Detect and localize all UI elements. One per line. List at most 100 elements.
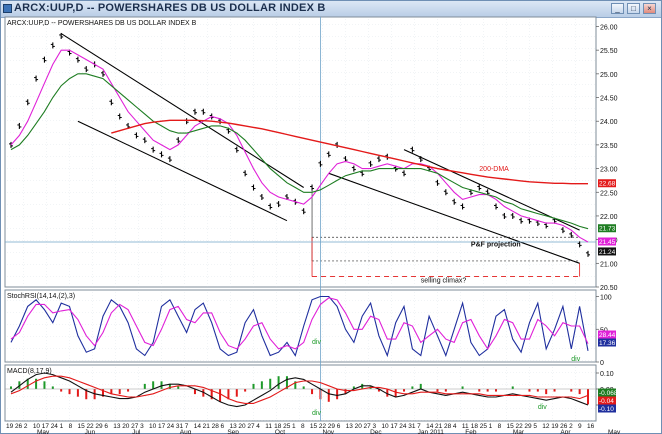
- macd-histogram-bar: [85, 389, 88, 400]
- x-tick-label-month: Jul: [132, 429, 141, 434]
- macd-histogram-bar: [578, 389, 581, 395]
- y-tick-label: 23.00: [600, 167, 618, 174]
- annotation-selling-climax: selling climax?: [421, 277, 467, 284]
- macd-histogram-bar: [411, 386, 414, 389]
- macd-histogram-bar: [403, 389, 406, 392]
- macd-histogram-bar: [495, 389, 498, 392]
- x-tick-label-day: 2: [24, 423, 28, 430]
- panel-title-macd: MACD(8,17,9): [7, 368, 52, 375]
- series-line-macd-line: [10, 372, 589, 408]
- macd-histogram-bar: [76, 389, 79, 397]
- x-tick-label-day: 9: [578, 423, 582, 430]
- macd-histogram-bar: [60, 389, 63, 392]
- minimize-button[interactable]: _: [611, 3, 624, 14]
- x-tick-label-day: 1: [60, 423, 64, 430]
- macd-histogram-bar: [394, 389, 397, 397]
- y-tick-label: 22.50: [600, 190, 618, 197]
- series-line-ma-green: [10, 73, 589, 230]
- macd-histogram-bar: [327, 389, 330, 402]
- x-tick-label-day: 29: [95, 423, 103, 430]
- last-value-badge: [598, 396, 616, 405]
- last-value-label: 28.44: [599, 332, 616, 339]
- macd-histogram-bar: [68, 389, 71, 395]
- x-tick-label-day: 13: [346, 423, 354, 430]
- x-tick-label-day: 25: [283, 423, 291, 430]
- x-tick-label-day: 22: [515, 423, 523, 430]
- x-tick-label-day: 29: [328, 423, 336, 430]
- last-value-label: -0.10: [599, 406, 614, 413]
- macd-histogram-bar: [419, 383, 422, 389]
- last-value-badge: [598, 247, 616, 256]
- last-value-label: -0.04: [599, 398, 614, 405]
- x-tick-label-day: 10: [33, 423, 41, 430]
- x-tick-label-day: 8: [498, 423, 502, 430]
- trendline-lower-1: [77, 120, 288, 222]
- y-tick-label: 0.10: [600, 371, 614, 378]
- last-value-badge: [598, 338, 616, 347]
- macd-histogram-bar: [545, 389, 548, 395]
- x-tick-label-day: 13: [229, 423, 237, 430]
- x-tick-label-day: 26: [15, 423, 23, 430]
- macd-histogram-bar: [152, 381, 155, 389]
- annotation-pf-projection: P&F projection: [471, 242, 521, 249]
- x-tick-label-day: 14: [194, 423, 202, 430]
- x-tick-label-day: 24: [167, 423, 175, 430]
- macd-histogram-bar: [436, 389, 439, 392]
- x-tick-label-day: 6: [221, 423, 225, 430]
- x-tick-label-day: 27: [131, 423, 139, 430]
- x-tick-label-day: 31: [408, 423, 416, 430]
- macd-histogram-bar: [260, 381, 263, 389]
- close-button[interactable]: ×: [643, 3, 656, 14]
- x-tick-label-day: 19: [551, 423, 559, 430]
- macd-histogram-bar: [127, 389, 130, 392]
- last-value-badge: [598, 224, 616, 233]
- x-tick-label-month: May: [37, 429, 50, 434]
- annotation-div-macd-1: div: [312, 410, 321, 417]
- maximize-button[interactable]: □: [627, 3, 640, 14]
- x-tick-label-day: 20: [355, 423, 363, 430]
- x-tick-label-day: 24: [51, 423, 59, 430]
- x-tick-label-day: 15: [78, 423, 86, 430]
- x-tick-label-month: Sep: [227, 429, 239, 434]
- x-tick-label-day: 21: [203, 423, 211, 430]
- x-tick-label-month: Jun: [85, 429, 96, 434]
- x-tick-label-month: Apr: [560, 429, 571, 434]
- macd-histogram-bar: [570, 389, 573, 392]
- macd-histogram-bar: [193, 389, 196, 395]
- x-tick-label-day: 12: [542, 423, 550, 430]
- x-tick-label-day: 22: [319, 423, 327, 430]
- macd-histogram-bar: [43, 381, 46, 389]
- macd-histogram-bar: [26, 378, 29, 389]
- x-tick-label-day: 20: [122, 423, 130, 430]
- x-tick-label-day: 3: [372, 423, 376, 430]
- window-title: ARCX:UUP,D -- POWERSHARES DB US DOLLAR I…: [14, 2, 326, 14]
- annotation-div-stoch-1: div: [312, 339, 321, 346]
- trendline-lower-2: [328, 172, 580, 264]
- x-tick-label-day: 11: [462, 423, 469, 430]
- y-tick-label: 20.50: [600, 285, 618, 292]
- y-tick-label: 22.00: [600, 214, 618, 221]
- x-tick-label-day: 15: [507, 423, 515, 430]
- macd-histogram-bar: [227, 389, 230, 400]
- x-tick-label-day: 22: [86, 423, 94, 430]
- x-tick-label-day: 1: [489, 423, 493, 430]
- macd-histogram-bar: [210, 389, 213, 400]
- macd-histogram-bar: [10, 386, 12, 389]
- y-tick-label: 21.00: [600, 261, 618, 268]
- panel-grid-stochrsi: [5, 290, 596, 362]
- x-tick-label-day: 2: [569, 423, 573, 430]
- macd-histogram-bar: [587, 389, 589, 405]
- x-tick-label-day: 5: [533, 423, 537, 430]
- x-tick-label-day: 18: [471, 423, 479, 430]
- macd-histogram-bar: [352, 386, 355, 389]
- x-tick-label-day: 17: [42, 423, 50, 430]
- y-tick-label: 0: [600, 360, 604, 367]
- y-tick-label: 25.00: [600, 72, 618, 79]
- x-tick-label-day: 19: [6, 423, 14, 430]
- y-tick-label: 26.00: [600, 24, 618, 31]
- x-tick-label-day: 8: [69, 423, 73, 430]
- macd-histogram-bar: [377, 389, 380, 392]
- annotation-200dma: 200-DMA: [479, 166, 509, 173]
- macd-histogram-bar: [386, 389, 389, 397]
- last-value-badge: [598, 330, 616, 339]
